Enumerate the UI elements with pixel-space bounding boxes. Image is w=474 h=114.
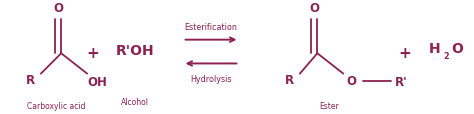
Text: H: H [428,41,440,55]
Text: O: O [54,2,64,15]
Text: Carboxylic acid: Carboxylic acid [27,101,86,110]
Text: R': R' [395,75,407,88]
Text: O: O [451,41,463,55]
Text: R: R [26,73,35,86]
Text: +: + [399,45,411,60]
Text: R: R [285,73,294,86]
Text: Esterification: Esterification [184,22,237,31]
Text: +: + [86,45,99,60]
Text: O: O [347,74,357,87]
Text: R'OH: R'OH [116,43,155,57]
Text: O: O [310,2,319,15]
Text: Hydrolysis: Hydrolysis [190,74,232,83]
Text: 2: 2 [443,52,449,61]
Text: OH: OH [88,75,108,88]
Text: Ester: Ester [319,101,339,110]
Text: Alcohol: Alcohol [121,98,149,107]
